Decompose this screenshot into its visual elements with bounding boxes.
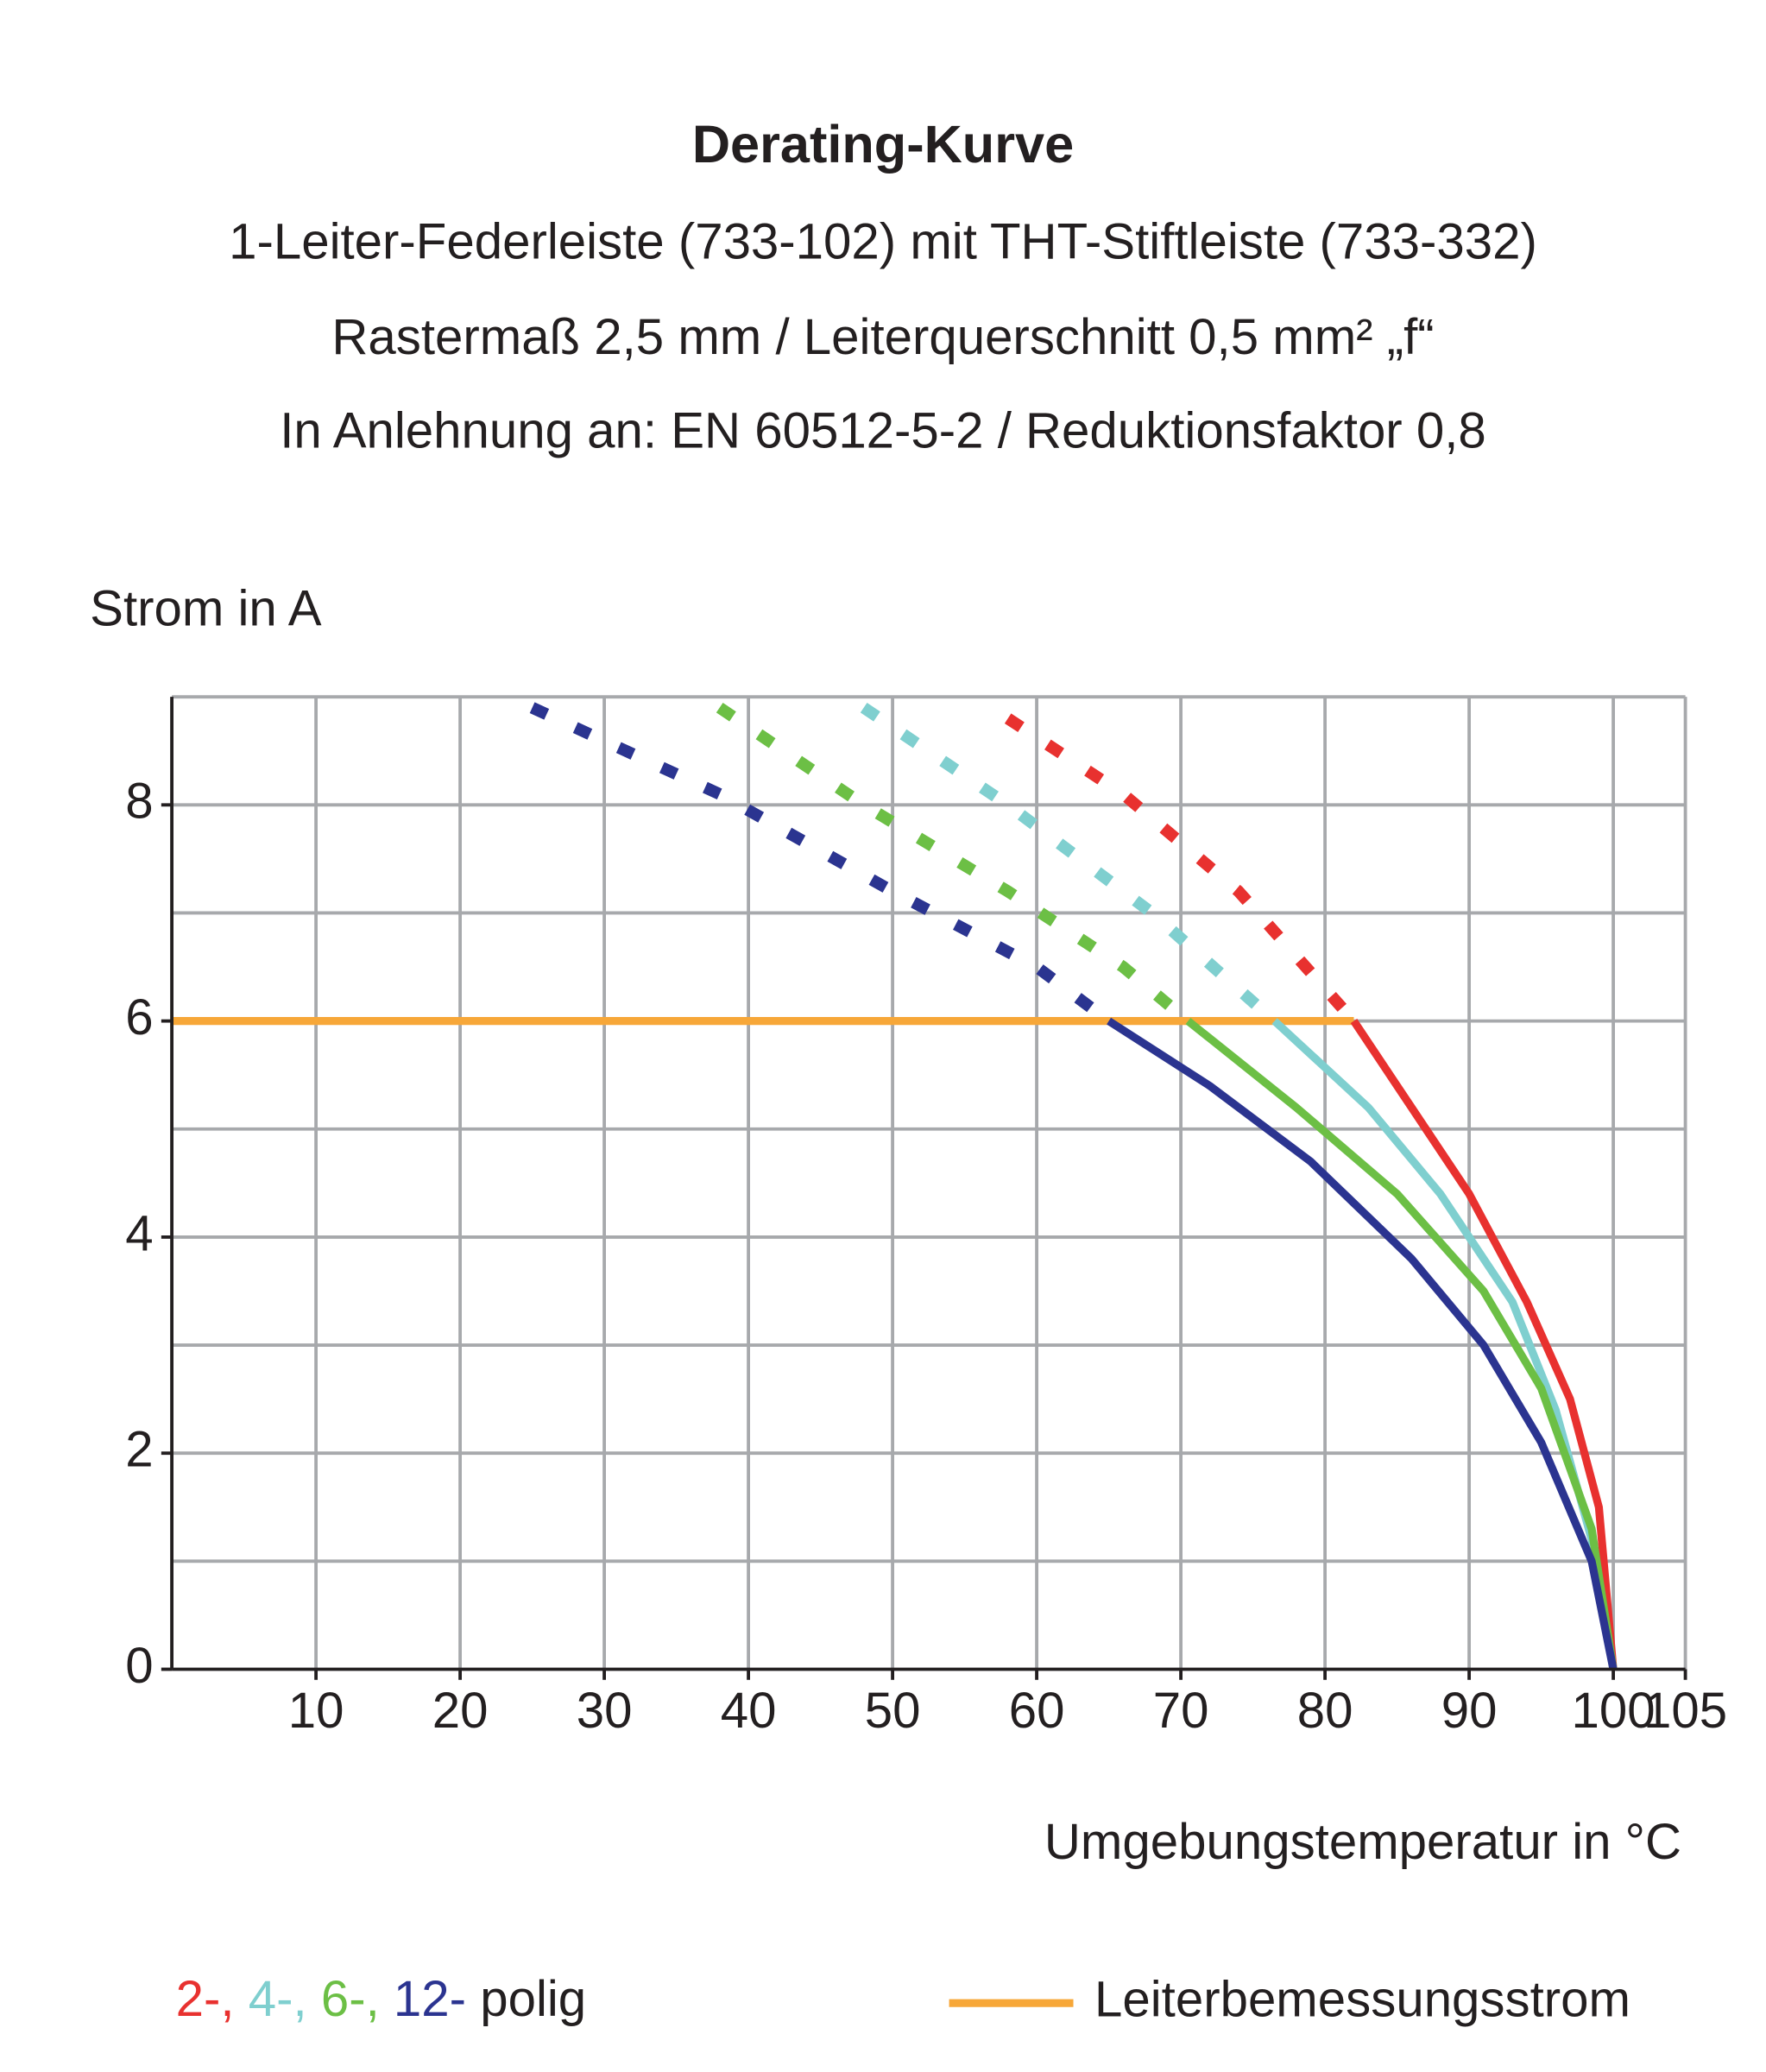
y-tick-label: 6	[125, 989, 153, 1045]
y-tick-label: 4	[125, 1205, 153, 1261]
y-tick-label: 2	[125, 1422, 153, 1478]
y-axis-label: Strom in A	[90, 580, 322, 636]
x-tick-label: 70	[1153, 1683, 1209, 1739]
x-tick-label: 100	[1572, 1683, 1656, 1739]
x-tick-label: 50	[865, 1683, 921, 1739]
x-axis-label: Umgebungstemperatur in °C	[1044, 1814, 1681, 1870]
chart-title: Derating-Kurve	[692, 114, 1074, 174]
dashed-line	[529, 702, 1113, 1027]
legend-entry: 6-,	[321, 1972, 380, 2028]
legend-entry: Leiterbemessungsstrom	[1094, 1972, 1630, 2028]
x-tick-label: 20	[432, 1683, 489, 1739]
x-tick-label: 40	[721, 1683, 777, 1739]
line	[1350, 1019, 1618, 1670]
x-tick-label: 30	[577, 1683, 633, 1739]
plot-lines	[172, 702, 1618, 1671]
legend-entry: 12-	[394, 1972, 466, 2028]
dashed-line	[860, 702, 1279, 1026]
x-tick-label: 80	[1297, 1683, 1353, 1739]
x-tick-label: 10	[288, 1683, 344, 1739]
legend-entry: 2-,	[176, 1972, 235, 2028]
x-tick-label: 60	[1009, 1683, 1065, 1739]
legend: 2-, 4-, 6-, 12- polig	[176, 1972, 587, 2028]
y-tick-label: 8	[125, 774, 153, 830]
line	[1107, 1017, 1618, 1671]
legend-entry: 4-,	[249, 1972, 307, 2028]
y-tick-label: 0	[125, 1638, 153, 1694]
x-tick-label: 105	[1643, 1683, 1727, 1739]
dashed-line	[716, 702, 1192, 1026]
x-tick-label: 90	[1441, 1683, 1498, 1739]
subtitle: 1-Leiter-Federleiste (733-102) mit THT-S…	[229, 213, 1537, 269]
legend-suffix: polig	[480, 1972, 586, 2028]
subtitle: Rastermaß 2,5 mm / Leiterquerschnitt 0,5…	[331, 309, 1434, 365]
line	[1185, 1018, 1618, 1671]
subtitle: In Anlehnung an: EN 60512-5-2 / Reduktio…	[280, 403, 1486, 459]
